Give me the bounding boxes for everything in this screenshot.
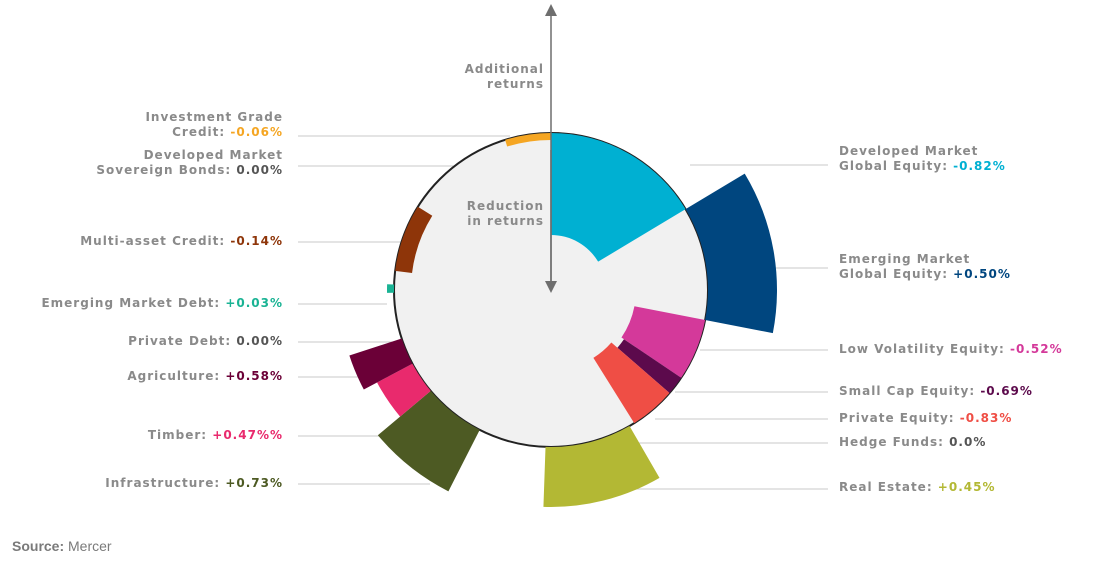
label-value-developed-market-global-equity: -0.82% bbox=[953, 159, 1006, 173]
label-investment-grade-credit: Investment Grade Credit: -0.06% bbox=[145, 110, 283, 139]
vertical-axis: Additional returns Reduction in returns bbox=[465, 4, 557, 293]
label-text-developed-market-sovereign-bonds: Sovereign Bonds: 0.00% bbox=[96, 163, 283, 177]
label-value-emerging-market-debt: +0.03% bbox=[225, 296, 283, 310]
wedge-timber bbox=[377, 363, 431, 417]
axis-label-additional-returns: Additional returns bbox=[465, 62, 544, 91]
label-value-infrastructure: +0.73% bbox=[225, 476, 283, 490]
category-labels: Developed Market Global Equity: -0.82%Eme… bbox=[41, 110, 1063, 494]
label-value-hedge-funds: 0.0% bbox=[949, 435, 986, 449]
label-value-investment-grade-credit: -0.06% bbox=[230, 125, 283, 139]
label-emerging-market-debt: Emerging Market Debt: +0.03% bbox=[41, 296, 283, 310]
label-text-low-volatility-equity: Low Volatility Equity: -0.52% bbox=[839, 342, 1063, 356]
label-text-small-cap-equity: Small Cap Equity: -0.69% bbox=[839, 384, 1033, 398]
label-value-multi-asset-credit: -0.14% bbox=[230, 234, 283, 248]
label-hedge-funds: Hedge Funds: 0.0% bbox=[839, 435, 986, 449]
label-text-emerging-market-global-equity: Global Equity: +0.50% bbox=[839, 267, 1011, 281]
axis-label-reduction-in-returns: Reduction in returns bbox=[467, 199, 544, 228]
label-text-developed-market-global-equity: Developed Market bbox=[839, 144, 978, 158]
label-text-developed-market-global-equity: Global Equity: -0.82% bbox=[839, 159, 1006, 173]
wedge-agriculture bbox=[349, 338, 413, 390]
label-developed-market-global-equity: Developed Market Global Equity: -0.82% bbox=[839, 144, 1006, 173]
label-value-emerging-market-global-equity: +0.50% bbox=[953, 267, 1011, 281]
label-text-real-estate: Real Estate: +0.45% bbox=[839, 480, 995, 494]
label-value-small-cap-equity: -0.69% bbox=[980, 384, 1033, 398]
source-note: Source: Mercer bbox=[12, 538, 112, 554]
wedge-emerging-market-global-equity bbox=[685, 173, 777, 334]
wedge-infrastructure bbox=[377, 390, 480, 492]
label-timber: Timber: +0.47%% bbox=[148, 428, 283, 442]
label-text-timber: Timber: +0.47%% bbox=[148, 428, 283, 442]
label-text-investment-grade-credit: Investment Grade bbox=[145, 110, 283, 124]
label-real-estate: Real Estate: +0.45% bbox=[839, 480, 995, 494]
wedge-multi-asset-credit bbox=[395, 206, 433, 273]
label-text-agriculture: Agriculture: +0.58% bbox=[127, 369, 283, 383]
leader-lines bbox=[298, 135, 828, 490]
label-emerging-market-global-equity: Emerging Market Global Equity: +0.50% bbox=[839, 252, 1011, 281]
wedges bbox=[349, 133, 777, 507]
label-text-private-equity: Private Equity: -0.83% bbox=[839, 411, 1012, 425]
label-small-cap-equity: Small Cap Equity: -0.69% bbox=[839, 384, 1033, 398]
wedge-investment-grade-credit bbox=[505, 133, 551, 147]
label-value-real-estate: +0.45% bbox=[938, 480, 996, 494]
label-value-developed-market-sovereign-bonds: 0.00% bbox=[236, 163, 283, 177]
label-value-low-volatility-equity: -0.52% bbox=[1010, 342, 1063, 356]
label-developed-market-sovereign-bonds: Developed Market Sovereign Bonds: 0.00% bbox=[96, 148, 283, 177]
label-multi-asset-credit: Multi-asset Credit: -0.14% bbox=[80, 234, 283, 248]
wedge-emerging-market-debt bbox=[386, 284, 395, 293]
label-text-emerging-market-global-equity: Emerging Market bbox=[839, 252, 970, 266]
label-agriculture: Agriculture: +0.58% bbox=[127, 369, 283, 383]
source-prefix: Source: bbox=[12, 538, 65, 554]
label-infrastructure: Infrastructure: +0.73% bbox=[105, 476, 283, 490]
label-text-investment-grade-credit: Credit: -0.06% bbox=[172, 125, 283, 139]
label-text-private-debt: Private Debt: 0.00% bbox=[128, 334, 283, 348]
label-value-private-debt: 0.00% bbox=[236, 334, 283, 348]
source-text: Mercer bbox=[64, 538, 112, 554]
wedge-developed-market-global-equity bbox=[551, 133, 686, 262]
label-private-equity: Private Equity: -0.83% bbox=[839, 411, 1012, 425]
wedge-small-cap-equity bbox=[617, 339, 682, 394]
label-value-agriculture: +0.58% bbox=[225, 369, 283, 383]
wedge-real-estate bbox=[543, 425, 660, 507]
label-low-volatility-equity: Low Volatility Equity: -0.52% bbox=[839, 342, 1063, 356]
label-value-timber: +0.47%% bbox=[212, 428, 283, 442]
wedge-low-volatility-equity bbox=[621, 306, 706, 378]
label-private-debt: Private Debt: 0.00% bbox=[128, 334, 283, 348]
label-text-infrastructure: Infrastructure: +0.73% bbox=[105, 476, 283, 490]
label-text-multi-asset-credit: Multi-asset Credit: -0.14% bbox=[80, 234, 283, 248]
label-text-developed-market-sovereign-bonds: Developed Market bbox=[144, 148, 283, 162]
label-value-private-equity: -0.83% bbox=[960, 411, 1013, 425]
label-text-hedge-funds: Hedge Funds: 0.0% bbox=[839, 435, 986, 449]
wedge-private-equity bbox=[593, 342, 670, 424]
label-text-emerging-market-debt: Emerging Market Debt: +0.03% bbox=[41, 296, 283, 310]
